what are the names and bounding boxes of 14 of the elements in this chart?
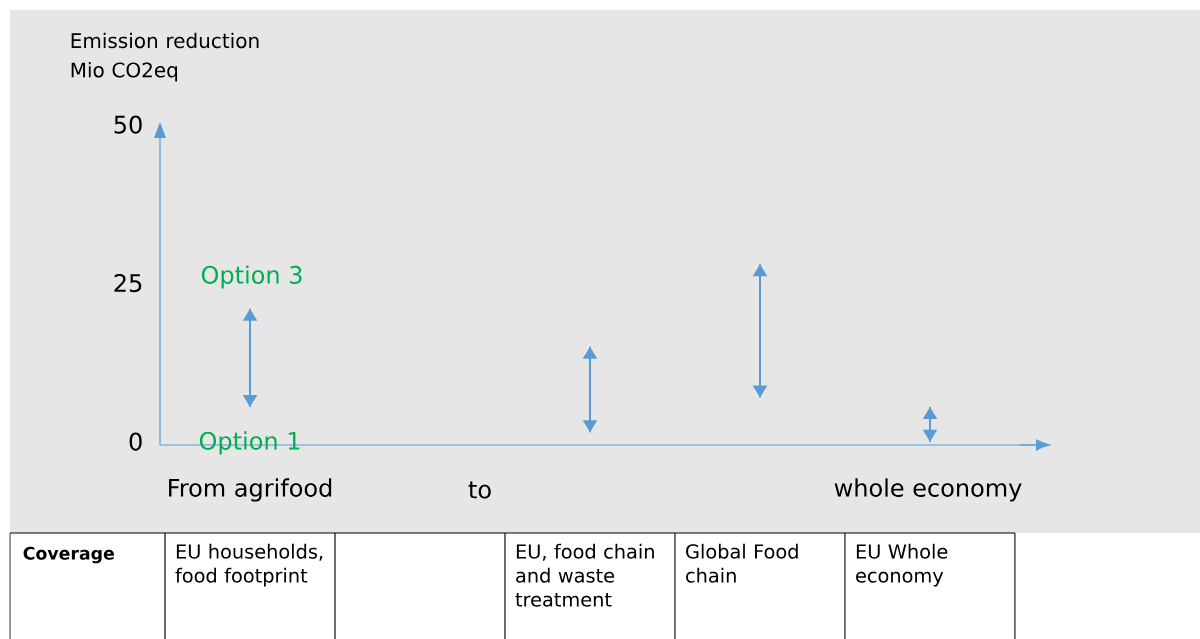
- annotation: Option 3: [201, 265, 302, 289]
- annotation: Option 1: [199, 431, 300, 455]
- text: whole economy: [834, 478, 1022, 502]
- text: to: [468, 481, 491, 499]
- x-tick-label: EU households, food footprint: [175, 543, 323, 587]
- text: From agrifood: [169, 478, 332, 502]
- y-tick-label: 50: [114, 115, 142, 134]
- y-tick-label: 0: [129, 432, 142, 451]
- x-tick-label: EU Whole economy: [856, 543, 948, 587]
- y-axis-title: Emission reduction Mio CO2eq: [71, 32, 259, 82]
- y-tick-label: 25: [114, 274, 142, 293]
- text: Coverage: [23, 546, 114, 564]
- x-tick-label: Global Food chain: [686, 543, 798, 583]
- x-tick-label: EU, food chain and waste treatment: [515, 543, 654, 607]
